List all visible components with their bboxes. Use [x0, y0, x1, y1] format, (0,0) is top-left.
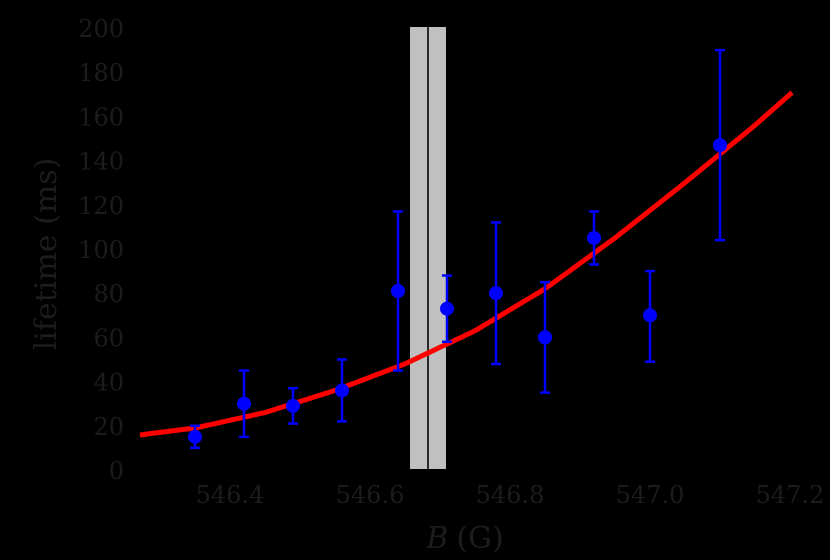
data-points [188, 48, 727, 450]
x-tick-label: 547.0 [616, 481, 685, 509]
x-axis-variable: B [425, 521, 448, 556]
data-marker [489, 286, 503, 301]
x-axis-unit: (G) [456, 521, 503, 556]
y-tick-label: 180 [78, 59, 124, 87]
data-point [188, 424, 202, 450]
fit-curve-line [139, 90, 794, 438]
data-point [237, 369, 251, 439]
data-point [286, 386, 300, 425]
data-marker [587, 230, 601, 245]
x-tick-label: 547.2 [756, 481, 825, 509]
data-marker [188, 429, 202, 444]
data-marker [286, 398, 300, 413]
data-marker [237, 396, 251, 411]
resonance-band [410, 27, 446, 469]
fit-curve [139, 90, 794, 438]
x-tick-label: 546.8 [476, 481, 545, 509]
data-point [538, 280, 552, 394]
data-marker [391, 283, 405, 298]
data-marker [713, 138, 727, 153]
data-point [489, 221, 503, 366]
data-marker [335, 383, 349, 398]
data-marker [440, 301, 454, 316]
x-tick-label: 546.6 [336, 481, 405, 509]
x-tick-label: 546.4 [196, 481, 265, 509]
y-axis-label: lifetime (ms) [29, 158, 64, 351]
y-tick-label: 200 [78, 15, 124, 43]
y-axis-ticks: 0 20 40 60 80 100 120 140 160 180 200 [78, 15, 124, 485]
y-tick-label: 80 [93, 280, 124, 308]
data-point [440, 274, 454, 344]
y-tick-label: 60 [93, 324, 124, 352]
y-tick-label: 160 [78, 103, 124, 131]
y-tick-label: 140 [78, 148, 124, 176]
y-tick-label: 0 [109, 457, 124, 485]
y-tick-label: 120 [78, 192, 124, 220]
y-tick-label: 100 [78, 236, 124, 264]
data-marker [643, 308, 657, 323]
data-point [713, 48, 727, 242]
y-tick-label: 40 [93, 369, 124, 397]
data-point [643, 269, 657, 363]
x-axis-ticks: 546.4 546.6 546.8 547.0 547.2 [196, 481, 825, 509]
data-point [587, 210, 601, 266]
y-tick-label: 20 [93, 413, 124, 441]
data-marker [538, 330, 552, 345]
data-point [391, 210, 405, 372]
data-point [335, 358, 349, 423]
x-axis-label: B (G) [425, 521, 503, 556]
